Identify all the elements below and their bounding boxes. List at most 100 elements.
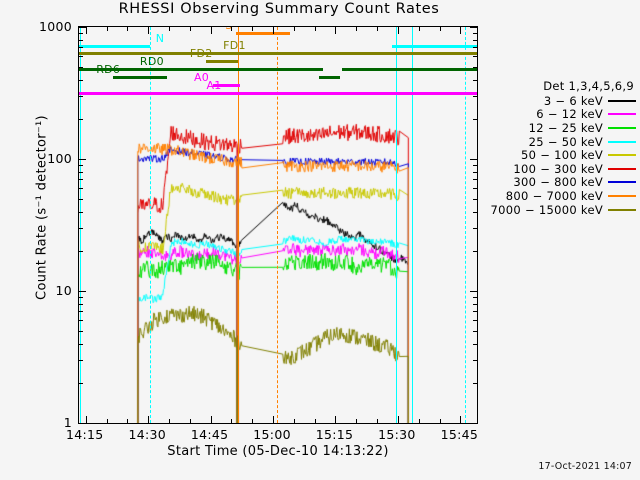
y-tick [79,79,83,81]
y-tick [79,159,86,160]
x-tick [169,419,171,423]
x-tick-top [106,27,108,31]
legend-item: 3 − 6 keV [484,94,636,108]
x-tick-label: 14:30 [128,427,166,442]
y-tick-right [473,297,477,299]
annotation-label-n: N [155,32,165,45]
marker-vline [396,27,398,423]
y-tick [79,171,83,173]
y-tick [79,291,86,292]
x-tick-top [397,27,399,34]
y-axis-title: Count Rate (s⁻¹ detector⁻¹) [34,115,50,300]
x-tick-top [377,27,379,31]
x-tick-top [460,27,462,34]
x-tick-top [210,27,212,34]
annotation-label-a1: A1 [206,79,222,92]
y-tick [79,211,83,213]
y-tick [79,251,83,253]
marker-vline [149,27,151,423]
y-tick-right [473,228,477,230]
legend-item-label: 25 − 50 keV [528,134,603,149]
y-tick-right [470,291,477,292]
y-tick-right [473,39,477,41]
y-tick-right [473,165,477,167]
y-tick [79,343,83,345]
x-tick [127,419,129,423]
x-tick-top [169,27,171,31]
annotation-bar-n [391,45,477,48]
x-tick [106,419,108,423]
marker-vline [238,27,240,423]
legend-item-label: 3 − 6 keV [543,93,603,108]
y-tick [79,198,83,200]
y-tick [79,39,83,41]
y-tick-right [473,66,477,68]
legend-color-swatch [608,113,636,116]
legend-detectors: Det 1,3,4,5,6,9 [543,79,634,93]
y-tick [79,303,83,305]
x-tick-top [314,27,316,31]
legend-item-label: 300 − 800 keV [513,175,603,190]
y-tick-right [473,79,477,81]
legend-item: 800 − 7000 keV [484,189,636,203]
x-tick-label: 15:00 [253,427,291,442]
y-tick-right [473,47,477,49]
x-axis-title: Start Time (05-Dec-10 14:13:22) [167,444,389,459]
annotation-bar-rd0 [79,68,323,71]
x-tick-top [148,27,150,34]
annotation-label-s: S [225,27,232,31]
y-tick [79,33,83,35]
y-tick [79,311,83,313]
x-tick [148,416,150,423]
annotation-label-rd6: RD6 [96,63,121,76]
marker-vline [411,27,413,423]
legend-color-swatch [608,99,636,102]
x-tick-label: 14:45 [190,427,229,442]
legend-color-swatch [608,167,636,170]
x-tick-top [252,27,254,31]
x-tick-label: 15:45 [440,427,479,442]
x-tick-top [231,27,233,31]
x-tick-label: 14:15 [66,427,104,442]
y-tick-label: 10 [55,283,72,298]
legend-color-swatch [608,181,636,184]
x-tick [377,419,379,423]
y-tick-label: 1 [63,415,72,430]
annotation-bar-n [79,45,151,48]
y-tick [79,96,83,98]
annotation-bar-a1 [79,92,477,95]
y-tick [79,56,83,58]
legend-color-swatch [608,140,636,143]
marker-vline [276,27,278,423]
legend-item-label: 100 − 300 keV [513,161,603,176]
y-tick-right [470,27,477,28]
y-tick-right [473,171,477,173]
y-tick-right [473,96,477,98]
legend-rows: 3 − 6 keV 6 − 12 keV 12 − 25 keV 25 − 50 ke… [484,94,636,217]
annotation-bar-rd6 [112,76,167,79]
y-tick [79,119,83,121]
annotation-bar-fd2 [206,60,238,63]
legend-item-label: 800 − 7000 keV [505,188,603,203]
y-tick [79,188,83,190]
x-tick-top [127,27,129,31]
y-tick [79,330,83,332]
legend-item: 100 − 300 keV [484,162,636,176]
x-tick-top [335,27,337,34]
legend-item: 6 − 12 keV [484,107,636,121]
y-tick-right [473,211,477,213]
chart-canvas [79,27,477,423]
x-tick-top [356,27,358,31]
legend-item: 7000 − 15000 keV [484,203,636,217]
legend-item-label: 12 − 25 keV [528,120,603,135]
y-tick [79,423,86,424]
annotation-label-a0: A0 [193,71,210,84]
legend: Det 1,3,4,5,6,9 3 − 6 keV 6 − 12 keV 12 − … [484,79,636,217]
legend-color-swatch [608,126,636,129]
x-tick-top [273,27,275,34]
x-tick [210,416,212,423]
x-tick [314,419,316,423]
y-tick-right [473,251,477,253]
annotation-bar-fd1 [79,52,477,55]
